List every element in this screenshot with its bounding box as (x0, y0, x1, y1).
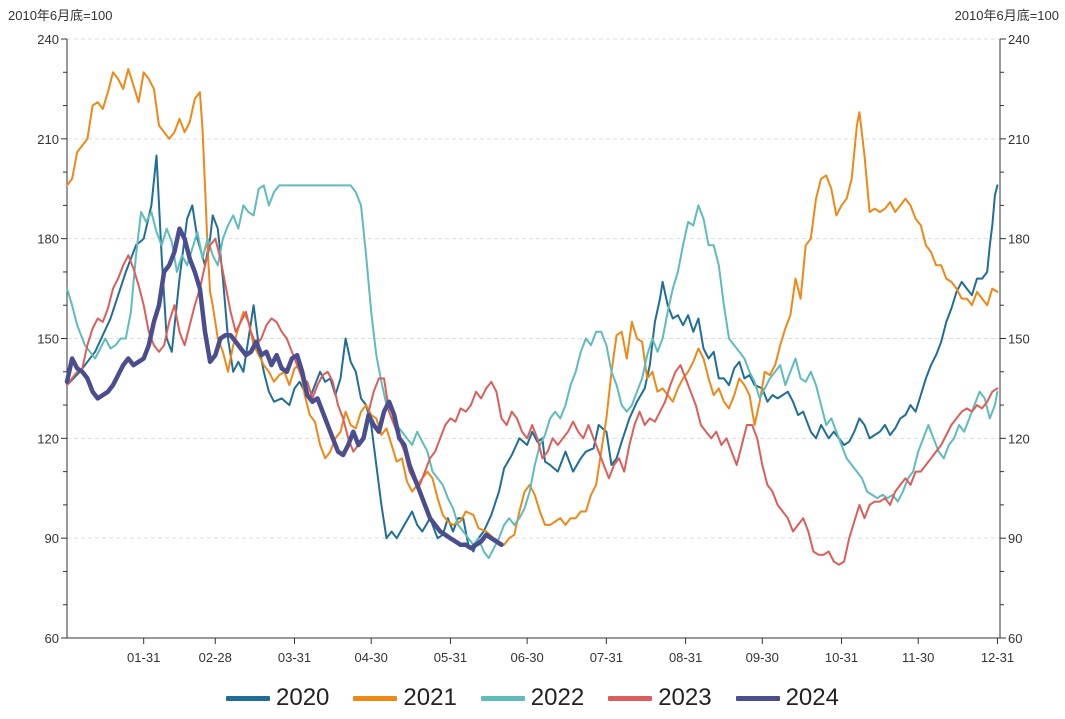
y-tick-label-left: 120 (37, 431, 59, 446)
legend-item-2024[interactable]: 2024 (735, 683, 839, 713)
x-tick-label: 01-31 (127, 650, 160, 665)
series-line-2022 (66, 184, 999, 560)
x-tick-label: 07-31 (590, 650, 623, 665)
x-tick-label: 10-31 (825, 650, 858, 665)
series-line-2023 (66, 237, 999, 566)
series-line-2024 (64, 226, 504, 551)
legend-label: 2023 (658, 684, 712, 711)
legend-item-2022[interactable]: 2022 (480, 683, 585, 713)
y-tick-label-right: 180 (1008, 232, 1030, 247)
x-tick-label: 03-31 (278, 650, 311, 665)
left-axis-unit-label: 2010年6月底=100 (8, 8, 113, 23)
axes: 60 60 90 90 120 120 150 150 180 180 210 210 240 240 01… (37, 32, 1029, 665)
legend-swatch (226, 695, 271, 701)
legend-label: 2024 (785, 684, 839, 711)
y-tick-label-left: 60 (45, 631, 59, 646)
y-tick-label-right: 120 (1008, 431, 1030, 446)
x-tick-label: 08-31 (669, 650, 702, 665)
legend-swatch (353, 695, 398, 701)
x-tick-label: 05-31 (434, 650, 467, 665)
y-tick-label-right: 60 (1008, 631, 1022, 646)
y-tick-label-right: 90 (1008, 531, 1022, 546)
y-tick-label-left: 180 (37, 232, 59, 247)
legend-swatch (608, 695, 653, 701)
legend-label: 2021 (403, 684, 457, 711)
x-tick-label: 09-30 (746, 650, 779, 665)
legend-item-2021[interactable]: 2021 (353, 683, 457, 713)
legend-item-2023[interactable]: 2023 (608, 683, 712, 713)
legend-swatch (735, 695, 780, 701)
y-tick-label-left: 210 (37, 132, 59, 147)
x-tick-label: 12-31 (981, 650, 1014, 665)
series-lines (64, 68, 999, 566)
x-tick-label: 06-30 (510, 650, 543, 665)
right-axis-unit-label: 2010年6月底=100 (954, 8, 1059, 23)
y-tick-label-right: 210 (1008, 132, 1030, 147)
y-tick-label-right: 150 (1008, 332, 1030, 347)
legend-label: 2020 (276, 684, 330, 711)
x-tick-label: 02-28 (199, 650, 232, 665)
x-tick-label: 11-30 (902, 650, 934, 665)
legend-swatch (480, 695, 525, 701)
y-tick-label-left: 90 (45, 531, 59, 546)
legend: 2020 2021 2022 2023 2024 (0, 683, 1065, 713)
legend-item-2020[interactable]: 2020 (226, 683, 329, 713)
legend-label: 2022 (530, 684, 585, 711)
y-tick-label-right: 240 (1008, 32, 1030, 47)
x-tick-label: 04-30 (355, 650, 388, 665)
series-line-2021 (66, 68, 999, 546)
y-tick-label-left: 150 (37, 332, 59, 347)
y-tick-label-left: 240 (37, 32, 59, 47)
